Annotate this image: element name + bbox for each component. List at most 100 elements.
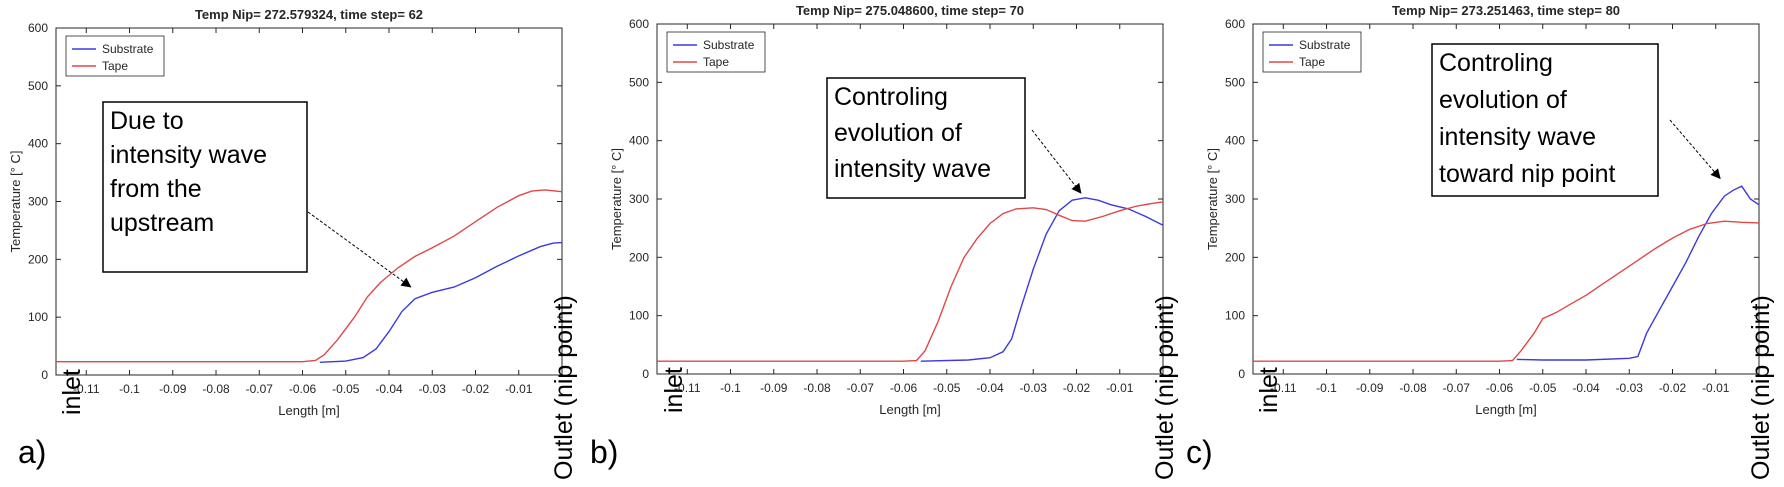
annotation-arrow	[1031, 129, 1082, 194]
x-tick-label: -0.09	[1356, 381, 1384, 395]
y-tick-label: 400	[629, 134, 649, 148]
annotation-text: toward nip point	[1439, 160, 1616, 188]
annotation-text: intensity wave	[110, 141, 267, 169]
y-tick-label: 500	[629, 75, 649, 89]
x-tick-label: -0.07	[1443, 381, 1471, 395]
series-line-tape	[56, 189, 563, 363]
series-line-substrate	[319, 241, 563, 363]
x-tick-label: -0.07	[847, 381, 875, 395]
x-tick-label: -0.11	[1270, 381, 1297, 395]
x-tick-label: -0.08	[803, 381, 831, 395]
y-tick-label: 0	[642, 367, 649, 381]
x-tick-label: -0.05	[1529, 381, 1557, 395]
y-axis-label: Temperature [° C]	[8, 150, 23, 252]
annotation-text: from the	[110, 175, 202, 203]
x-tick-label: -0.11	[73, 382, 100, 396]
y-tick-label: 300	[28, 195, 48, 209]
series-line-tape	[1253, 220, 1760, 362]
y-axis-label: Temperature [° C]	[1205, 148, 1220, 250]
chart-title: Temp Nip= 275.048600, time step= 70	[796, 3, 1024, 18]
x-tick-label: -0.04	[375, 382, 403, 396]
legend-label: Substrate	[1299, 38, 1351, 52]
inlet-label: inlet	[58, 369, 86, 415]
legend-label: Tape	[102, 59, 128, 73]
chart-panel-2: Temp Nip= 275.048600, time step= 70 -0.11…	[590, 3, 1179, 480]
legend-box	[65, 35, 165, 77]
y-tick-label: 100	[28, 310, 48, 324]
series-line-substrate	[1516, 185, 1760, 361]
x-tick-label: -0.02	[1659, 381, 1687, 395]
x-tick-label: -0.07	[246, 382, 274, 396]
x-tick-label: -0.05	[933, 381, 961, 395]
annotation-text: upstream	[110, 209, 214, 237]
x-tick-label: -0.02	[1063, 381, 1091, 395]
legend-box	[666, 31, 766, 73]
y-tick-label: 600	[629, 17, 649, 31]
x-axis-label: Length [m]	[879, 402, 940, 417]
x-tick-label: -0.04	[976, 381, 1004, 395]
annotation-text: evolution of	[834, 119, 962, 147]
x-tick-label: -0.01	[1702, 381, 1730, 395]
inlet-label: inlet	[660, 367, 688, 413]
y-tick-label: 600	[1225, 17, 1245, 31]
x-tick-label: -0.05	[332, 382, 360, 396]
chart-title: Temp Nip= 273.251463, time step= 80	[1392, 3, 1620, 18]
legend-label: Substrate	[102, 42, 154, 56]
x-axis-label: Length [m]	[1475, 402, 1536, 417]
x-axis-label: Length [m]	[278, 403, 339, 418]
x-tick-label: -0.06	[1486, 381, 1514, 395]
x-tick-label: -0.08	[1399, 381, 1427, 395]
series-line-tape	[657, 201, 1164, 362]
legend-label: Substrate	[703, 38, 755, 52]
annotation-box	[1431, 43, 1659, 197]
outlet-label: Outlet (nip point)	[550, 295, 578, 480]
panel-letter: b)	[590, 434, 618, 470]
y-tick-label: 0	[41, 368, 48, 382]
x-tick-label: -0.1	[1316, 381, 1337, 395]
y-tick-label: 300	[629, 192, 649, 206]
annotation-text: intensity wave	[1439, 123, 1596, 151]
annotation-text: Due to	[110, 107, 184, 135]
x-tick-label: -0.03	[419, 382, 447, 396]
outlet-label: Outlet (nip point)	[1747, 295, 1775, 480]
y-tick-label: 0	[1238, 367, 1245, 381]
y-tick-label: 200	[28, 252, 48, 266]
annotation-arrow	[307, 211, 412, 288]
x-tick-label: -0.06	[289, 382, 317, 396]
plot-frame	[656, 23, 1164, 375]
y-tick-label: 400	[28, 137, 48, 151]
x-tick-label: -0.08	[202, 382, 230, 396]
series-line-substrate	[920, 197, 1164, 362]
chart-panel-1: Temp Nip= 272.579324, time step= 62-0.11…	[8, 7, 578, 480]
legend-label: Tape	[703, 55, 729, 69]
y-tick-label: 600	[28, 21, 48, 35]
y-tick-label: 500	[28, 79, 48, 93]
y-tick-label: 300	[1225, 192, 1245, 206]
x-tick-label: -0.06	[890, 381, 918, 395]
x-tick-label: -0.02	[462, 382, 490, 396]
x-tick-label: -0.01	[505, 382, 533, 396]
annotation-box	[826, 77, 1026, 199]
panel-letter: c)	[1186, 434, 1213, 470]
y-tick-label: 500	[1225, 75, 1245, 89]
y-tick-label: 200	[629, 250, 649, 264]
annotation-text: Controling	[1439, 49, 1553, 77]
legend-label: Tape	[1299, 55, 1325, 69]
y-axis-label: Temperature [° C]	[609, 148, 624, 250]
chart-title: Temp Nip= 272.579324, time step= 62	[195, 7, 423, 22]
x-tick-label: -0.04	[1572, 381, 1600, 395]
y-tick-label: 200	[1225, 250, 1245, 264]
annotation-text: evolution of	[1439, 86, 1567, 114]
x-tick-label: -0.09	[159, 382, 187, 396]
outlet-label: Outlet (nip point)	[1151, 295, 1179, 480]
x-tick-label: -0.11	[674, 381, 701, 395]
legend-box	[1262, 31, 1362, 73]
x-tick-label: -0.03	[1616, 381, 1644, 395]
x-tick-label: -0.01	[1106, 381, 1134, 395]
x-tick-label: -0.1	[119, 382, 140, 396]
y-tick-label: 400	[1225, 134, 1245, 148]
annotation-arrow	[1669, 119, 1721, 180]
x-tick-label: -0.1	[720, 381, 741, 395]
inlet-label: inlet	[1255, 367, 1283, 413]
